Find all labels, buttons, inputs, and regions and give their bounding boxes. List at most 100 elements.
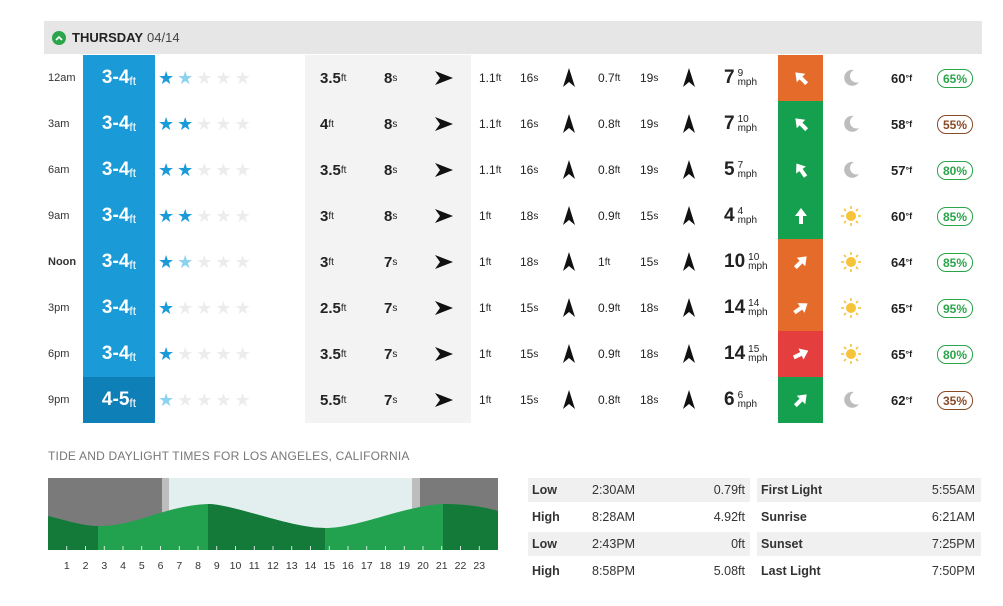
forecast-row[interactable]: 3pm 3-4 ft ★ ★ ★ ★ ★ 2.5 ft 7 s 1 ft 15 s 0.9 ft 18 s 14 14 mp…	[44, 285, 982, 331]
surf-height: 3-4 ft	[83, 101, 155, 147]
secondary-swell-direction-icon	[558, 377, 580, 423]
unit-s: s	[533, 256, 539, 268]
secondary-swell-period: 16 s	[520, 55, 546, 101]
primary-swell-direction-icon	[433, 101, 455, 147]
tide-height: 0.79ft	[713, 483, 745, 497]
surf-height: 3-4 ft	[83, 331, 155, 377]
temperature: 60 °f	[891, 55, 912, 101]
primary-swell-direction-icon	[433, 55, 455, 101]
hour-label: 10	[229, 560, 242, 572]
unit-s: s	[392, 256, 398, 268]
surf-unit: ft	[129, 258, 137, 272]
tertiary-swell-height: 1 ft	[598, 239, 636, 285]
daylight-label: Sunset	[761, 537, 803, 551]
day-header[interactable]: THURSDAY 04/14	[44, 21, 982, 54]
forecast-row[interactable]: 6pm 3-4 ft ★ ★ ★ ★ ★ 3.5 ft 7 s 1 ft 15 s 0.9 ft 18 s 14 15 mp…	[44, 331, 982, 377]
secondary-swell-period-value: 16	[520, 117, 534, 131]
secondary-swell-direction-icon	[558, 147, 580, 193]
star-icon: ★	[234, 67, 254, 88]
tide-kind: Low	[532, 537, 557, 551]
tide-time: 2:43PM	[592, 537, 636, 551]
tide-daylight-table: Low 2:30AM 0.79ft First Light 5:55AM High 8:28…	[528, 478, 981, 586]
hour-label: 2	[82, 560, 89, 572]
star-icon: ★	[196, 389, 216, 410]
primary-swell-period-value: 7	[384, 299, 393, 317]
primary-swell-period-value: 7	[384, 253, 393, 271]
unit-s: s	[653, 302, 659, 314]
hour-label: 20	[417, 560, 429, 572]
chevron-up-icon[interactable]	[52, 30, 66, 45]
unit-ft: ft	[485, 256, 492, 268]
forecast-row[interactable]: Noon 3-4 ft ★ ★ ★ ★ ★ 3 ft 7 s 1 ft 18 s 1 ft 15 s 10 10 mph 64…	[44, 239, 982, 285]
unit-s: s	[392, 394, 398, 406]
probability-badge: 85%	[937, 253, 973, 272]
unit-mph: mph	[748, 307, 768, 318]
probability-badge: 35%	[937, 391, 973, 410]
tertiary-swell-period: 15 s	[640, 193, 666, 239]
hour-label: 3	[101, 560, 108, 572]
unit-ft: ft	[340, 348, 347, 360]
unit-s: s	[653, 348, 659, 360]
tertiary-swell-direction-icon	[678, 55, 700, 101]
tide-time: 8:58PM	[592, 564, 636, 578]
moon-icon	[840, 377, 862, 423]
wind-direction-icon	[778, 239, 823, 285]
secondary-swell-period: 16 s	[520, 101, 546, 147]
star-icon: ★	[177, 389, 197, 410]
tertiary-swell-period: 19 s	[640, 55, 666, 101]
wind-speed: 5 7 mph	[724, 147, 772, 193]
hour-label: 13	[285, 560, 298, 572]
row-time: 9am	[48, 210, 70, 222]
forecast-row[interactable]: 6am 3-4 ft ★ ★ ★ ★ ★ 3.5 ft 8 s 1.1 ft 16 s 0.8 ft 19 s 5 7 mp…	[44, 147, 982, 193]
forecast-row[interactable]: 12am 3-4 ft ★ ★ ★ ★ ★ 3.5 ft 8 s 1.1 ft 16 s 0.7 ft 19 s 7 9 m…	[44, 55, 982, 101]
surf-height: 3-4 ft	[83, 239, 155, 285]
star-icon: ★	[215, 113, 235, 134]
forecast-row[interactable]: 9pm 4-5 ft ★ ★ ★ ★ ★ 5.5 ft 7 s 1 ft 15 s 0.8 ft 18 s 6 6 mph 6…	[44, 377, 982, 423]
unit-s: s	[392, 72, 398, 84]
hour-label: 4	[120, 560, 126, 572]
wind-speed-value: 14	[724, 297, 746, 318]
wind-gust: 9	[737, 68, 744, 79]
unit-s: s	[533, 164, 539, 176]
star-icon: ★	[158, 205, 178, 226]
surf-height-value: 4-5	[101, 389, 130, 410]
secondary-swell-height: 1 ft	[479, 285, 517, 331]
surf-height-value: 3-4	[101, 297, 130, 318]
secondary-swell-height-value: 1.1	[479, 163, 496, 177]
hour-label: 16	[342, 560, 354, 572]
tide-area-night-end	[443, 504, 498, 550]
surf-height-value: 3-4	[101, 343, 130, 364]
probability-badge: 80%	[937, 161, 973, 180]
secondary-swell-height: 1.1 ft	[479, 147, 517, 193]
primary-swell-height-value: 4	[320, 115, 329, 133]
secondary-swell-height: 1 ft	[479, 193, 517, 239]
star-icon: ★	[234, 297, 254, 318]
unit-s: s	[392, 118, 398, 130]
forecast-row[interactable]: 9am 3-4 ft ★ ★ ★ ★ ★ 3 ft 8 s 1 ft 18 s 0.9 ft 15 s 4 4 mph 60 °…	[44, 193, 982, 239]
unit-ft: ft	[485, 302, 492, 314]
unit-ft: ft	[340, 72, 347, 84]
secondary-swell-period-value: 16	[520, 163, 534, 177]
tertiary-swell-period: 18 s	[640, 331, 666, 377]
star-icon: ★	[177, 205, 197, 226]
wind-direction-icon	[778, 193, 823, 239]
tertiary-swell-direction-icon	[678, 193, 700, 239]
tertiary-swell-period: 19 s	[640, 101, 666, 147]
unit-ft: ft	[340, 302, 347, 314]
star-icon: ★	[158, 113, 178, 134]
star-icon: ★	[177, 343, 197, 364]
star-icon: ★	[215, 205, 235, 226]
wind-gust: 15	[748, 344, 760, 355]
temperature: 60 °f	[891, 193, 912, 239]
hour-label: 12	[267, 560, 279, 572]
forecast-row[interactable]: 3am 3-4 ft ★ ★ ★ ★ ★ 4 ft 8 s 1.1 ft 16 s 0.8 ft 19 s 7 10 mph…	[44, 101, 982, 147]
rating-stars: ★ ★ ★ ★ ★	[158, 147, 268, 193]
tertiary-swell-height: 0.8 ft	[598, 377, 636, 423]
wind-gust: 4	[737, 206, 744, 217]
hour-label: 1	[63, 560, 70, 572]
secondary-swell-direction-icon	[558, 239, 580, 285]
wind-speed-value: 7	[724, 67, 735, 88]
daylight-row-bg	[757, 478, 981, 502]
